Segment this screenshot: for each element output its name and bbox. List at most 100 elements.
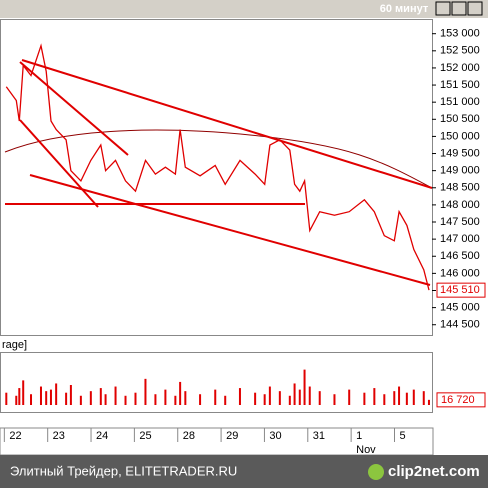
volume-bar	[144, 378, 147, 405]
trend-line	[21, 59, 433, 189]
volume-bar	[254, 392, 257, 405]
volume-bar	[363, 392, 366, 405]
x-tick-label: 22	[9, 430, 21, 442]
last-value-box	[436, 392, 486, 408]
volume-bar	[383, 394, 386, 405]
title-bar	[0, 0, 488, 18]
indicator-label: rage]	[2, 339, 27, 351]
y-tick-label: 151 000	[440, 96, 480, 108]
volume-bar	[263, 394, 266, 405]
x-tick-label: 1	[356, 430, 362, 442]
volume-bar	[134, 392, 137, 405]
volume-bar	[238, 388, 241, 405]
volume-bar	[55, 383, 58, 405]
y-tick-label: 148 000	[440, 199, 480, 211]
x-tick-label: 5	[399, 430, 405, 442]
volume-bar	[303, 369, 306, 405]
volume-bar	[65, 392, 68, 405]
footer-bar	[0, 455, 488, 488]
y-tick-label: 148 500	[440, 182, 480, 194]
x-tick-label: 28	[183, 430, 195, 442]
volume-bar	[164, 389, 167, 405]
volume-bar	[224, 395, 227, 405]
y-tick-label: 145 000	[440, 302, 480, 314]
x-tick-label: 23	[53, 430, 65, 442]
volume-bar	[333, 394, 336, 405]
volume-bar	[293, 383, 296, 405]
y-tick-label: 153 000	[440, 28, 480, 40]
volume-bar	[154, 394, 157, 405]
window-title: 60 минут	[380, 3, 429, 15]
volume-bar	[49, 389, 52, 405]
last-value-label: 145 510	[440, 284, 480, 296]
y-tick-label: 150 500	[440, 113, 480, 125]
y-tick-label: 147 000	[440, 233, 480, 245]
x-tick-label: 25	[139, 430, 151, 442]
volume-bar	[15, 395, 18, 405]
y-tick-label: 150 000	[440, 130, 480, 142]
trend-line	[29, 174, 431, 286]
y-tick-label: 144 500	[440, 319, 480, 331]
volume-bar	[45, 391, 48, 405]
minimize-button[interactable]	[435, 1, 451, 16]
y-tick-label: 149 500	[440, 147, 480, 159]
volume-bar	[39, 386, 42, 405]
y-tick-label: 146 000	[440, 267, 480, 279]
close-button[interactable]	[467, 1, 483, 16]
volume-bar	[318, 391, 321, 405]
volume-bar	[422, 391, 425, 405]
volume-bar	[214, 389, 217, 405]
volume-bar	[5, 392, 8, 405]
volume-panel	[0, 352, 433, 413]
volume-bar	[373, 388, 376, 405]
volume-bar	[124, 395, 127, 405]
volume-bar	[427, 399, 430, 405]
volume-bar	[348, 389, 351, 405]
volume-bar	[288, 395, 291, 405]
volume-bar	[398, 386, 401, 405]
volume-bar	[30, 394, 33, 405]
last-value-label: 16 720	[441, 394, 475, 406]
volume-bar	[184, 391, 187, 405]
price-line	[5, 43, 430, 291]
volume-bar	[89, 391, 92, 405]
logo-icon	[368, 464, 384, 480]
y-tick-label: 149 000	[440, 165, 480, 177]
logo: clip2net.com	[388, 463, 480, 480]
x-tick-label: 24	[96, 430, 108, 442]
volume-bar	[308, 386, 311, 405]
volume-bar	[174, 395, 177, 405]
volume-bar	[268, 386, 271, 405]
volume-bar	[79, 395, 82, 405]
volume-bar	[99, 388, 102, 405]
moving-average	[4, 129, 433, 189]
volume-bar	[179, 381, 182, 405]
volume-bar	[18, 388, 21, 405]
trend-line	[19, 61, 129, 156]
volume-bar	[405, 392, 408, 405]
x-tick-label: 30	[269, 430, 281, 442]
volume-bar	[114, 386, 117, 405]
y-tick-label: 147 500	[440, 216, 480, 228]
x-tick-label: 31	[313, 430, 325, 442]
trend-line	[19, 119, 99, 208]
x-tick-label: 29	[226, 430, 238, 442]
volume-bar	[22, 380, 25, 405]
volume-bar	[393, 391, 396, 405]
y-tick-label: 152 000	[440, 62, 480, 74]
last-value-box	[436, 282, 486, 298]
maximize-button[interactable]	[451, 1, 467, 16]
volume-bar	[412, 389, 415, 405]
price-panel	[0, 19, 433, 336]
y-tick-label: 152 500	[440, 45, 480, 57]
volume-bar	[69, 385, 72, 405]
volume-bar	[298, 389, 301, 405]
footer-text: Элитный Трейдер, ELITETRADER.RU	[10, 463, 237, 478]
date-axis	[0, 427, 434, 456]
volume-bar	[199, 394, 202, 405]
y-tick-label: 151 500	[440, 79, 480, 91]
volume-bar	[278, 391, 281, 405]
volume-bar	[104, 394, 107, 405]
